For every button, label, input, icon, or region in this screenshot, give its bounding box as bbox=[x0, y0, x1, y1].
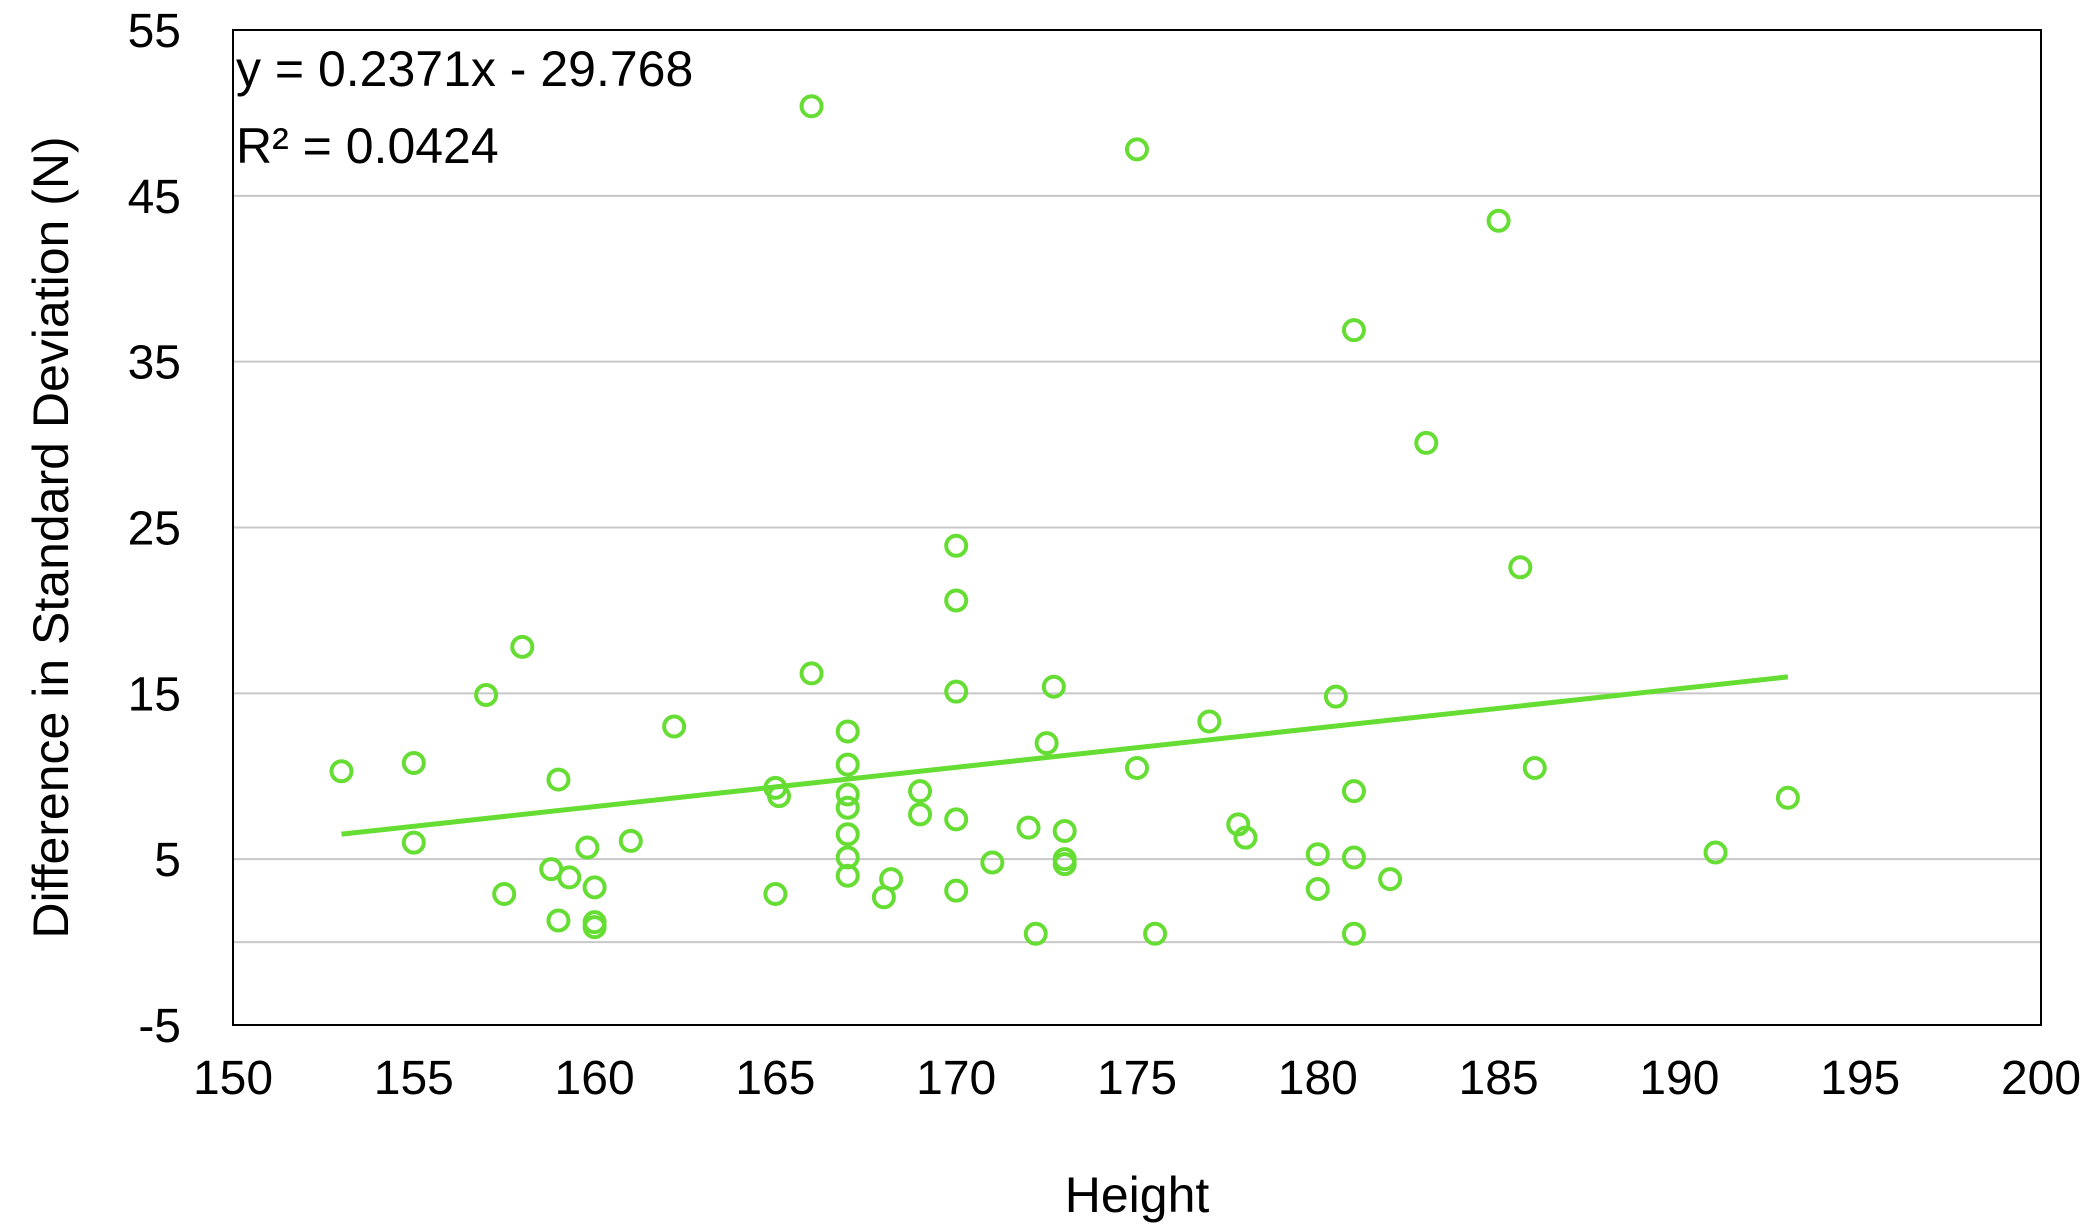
data-point bbox=[1055, 821, 1075, 841]
x-tick-label: 200 bbox=[2001, 1052, 2081, 1105]
y-axis-title: Difference in Standard Deviation (N) bbox=[23, 136, 79, 938]
trendline-equation: y = 0.2371x - 29.768 bbox=[236, 41, 693, 97]
x-tick-label: 180 bbox=[1278, 1052, 1358, 1105]
data-points bbox=[331, 96, 1797, 944]
data-point bbox=[331, 761, 351, 781]
r-squared-label: R² = 0.0424 bbox=[236, 118, 499, 174]
y-tick-label: 55 bbox=[128, 5, 181, 58]
data-point bbox=[1489, 211, 1509, 231]
data-point bbox=[1344, 320, 1364, 340]
data-point bbox=[1510, 557, 1530, 577]
data-point bbox=[404, 833, 424, 853]
x-tick-label: 160 bbox=[555, 1052, 635, 1105]
data-point bbox=[1416, 433, 1436, 453]
data-point bbox=[881, 869, 901, 889]
data-point bbox=[1525, 758, 1545, 778]
y-tick-label: -5 bbox=[138, 1000, 181, 1053]
data-point bbox=[910, 804, 930, 824]
data-point bbox=[1199, 712, 1219, 732]
data-point bbox=[1344, 781, 1364, 801]
data-point bbox=[548, 770, 568, 790]
x-tick-label: 150 bbox=[193, 1052, 273, 1105]
data-point bbox=[585, 877, 605, 897]
data-point bbox=[664, 717, 684, 737]
data-point bbox=[910, 781, 930, 801]
data-point bbox=[404, 753, 424, 773]
data-point bbox=[621, 831, 641, 851]
data-point bbox=[838, 755, 858, 775]
data-point bbox=[494, 884, 514, 904]
data-point bbox=[765, 884, 785, 904]
data-point bbox=[1145, 924, 1165, 944]
x-tick-label: 170 bbox=[916, 1052, 996, 1105]
data-point bbox=[946, 809, 966, 829]
gridlines bbox=[233, 196, 2041, 942]
y-tick-label: 25 bbox=[128, 503, 181, 556]
data-point bbox=[982, 852, 1002, 872]
data-point bbox=[946, 881, 966, 901]
trendline bbox=[341, 677, 1787, 834]
x-tick-label: 155 bbox=[374, 1052, 454, 1105]
data-point bbox=[1344, 848, 1364, 868]
y-tick-label: 35 bbox=[128, 337, 181, 390]
y-axis-tick-labels: -5 5 15 25 35 45 55 bbox=[128, 5, 181, 1053]
x-tick-label: 175 bbox=[1097, 1052, 1177, 1105]
data-point bbox=[1026, 924, 1046, 944]
x-axis-tick-labels: 150 155 160 165 170 175 180 185 190 195 200 bbox=[193, 1052, 2081, 1105]
x-axis-title: Height bbox=[1065, 1167, 1210, 1223]
data-point bbox=[946, 682, 966, 702]
data-point bbox=[1019, 818, 1039, 838]
x-tick-label: 195 bbox=[1820, 1052, 1900, 1105]
x-tick-label: 190 bbox=[1639, 1052, 1719, 1105]
x-tick-label: 185 bbox=[1459, 1052, 1539, 1105]
data-point bbox=[548, 911, 568, 931]
data-point bbox=[476, 685, 496, 705]
data-point bbox=[946, 590, 966, 610]
data-point bbox=[1380, 869, 1400, 889]
data-point bbox=[1127, 758, 1147, 778]
data-point bbox=[802, 96, 822, 116]
x-tick-label: 165 bbox=[735, 1052, 815, 1105]
y-tick-label: 45 bbox=[128, 171, 181, 224]
y-tick-label: 5 bbox=[154, 834, 181, 887]
y-tick-label: 15 bbox=[128, 668, 181, 721]
data-point bbox=[838, 798, 858, 818]
data-point bbox=[1308, 879, 1328, 899]
data-point bbox=[1127, 139, 1147, 159]
data-point bbox=[512, 637, 532, 657]
data-point bbox=[1308, 844, 1328, 864]
data-point bbox=[1344, 924, 1364, 944]
data-point bbox=[577, 838, 597, 858]
data-point bbox=[838, 721, 858, 741]
data-point bbox=[1326, 687, 1346, 707]
data-point bbox=[802, 663, 822, 683]
data-point bbox=[946, 536, 966, 556]
data-point bbox=[1037, 733, 1057, 753]
data-point bbox=[838, 824, 858, 844]
data-point bbox=[1778, 788, 1798, 808]
data-point bbox=[559, 867, 579, 887]
